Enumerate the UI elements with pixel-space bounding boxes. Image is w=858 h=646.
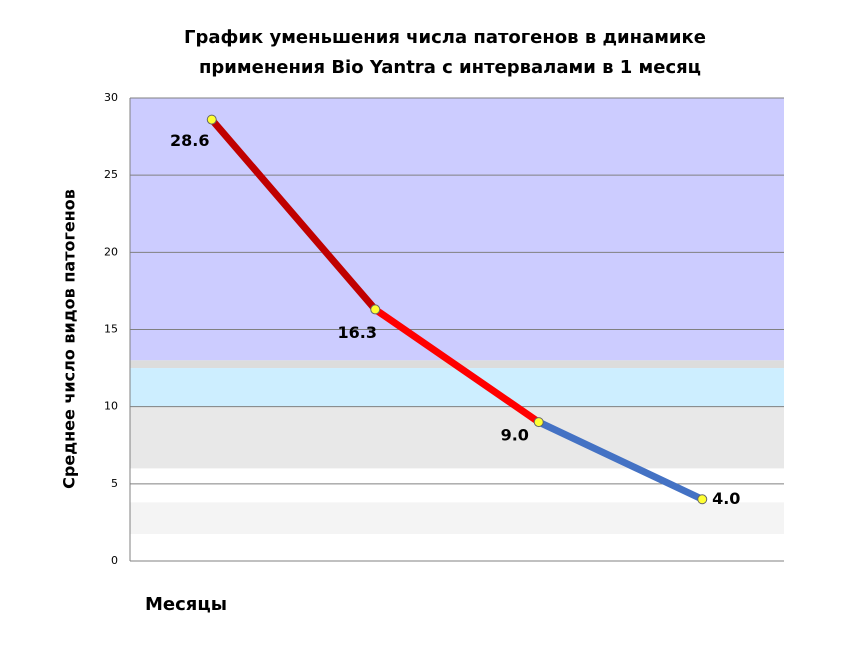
y-tick-label: 0 [111,554,118,567]
line-segment [371,305,543,426]
data-label: 16.3 [338,323,377,342]
line-segment [208,116,379,313]
chart-title: График уменьшения числа патогенов в дина… [184,27,706,48]
y-axis-title: Среднее число видов патогенов [60,189,79,489]
y-tick-label: 10 [104,400,118,413]
line-segment [535,418,706,503]
data-label: 28.6 [170,131,209,150]
background-band [130,406,784,469]
marker [697,494,708,505]
chart-title: применения Bio Yantra с интервалами в 1 … [199,57,701,78]
data-label: 4.0 [712,489,740,508]
y-tick-label: 25 [104,168,118,181]
y-tick-label: 15 [104,323,118,336]
x-axis-title: Месяцы [145,594,227,615]
marker [370,304,381,315]
background-band [130,502,784,534]
data-label: 9.0 [501,426,529,445]
marker [206,114,217,125]
background-band [130,368,784,407]
y-tick-label: 20 [104,245,118,258]
marker [533,417,544,428]
y-tick-label: 5 [111,477,118,490]
background-band [130,98,784,361]
y-tick-label: 30 [104,91,118,104]
